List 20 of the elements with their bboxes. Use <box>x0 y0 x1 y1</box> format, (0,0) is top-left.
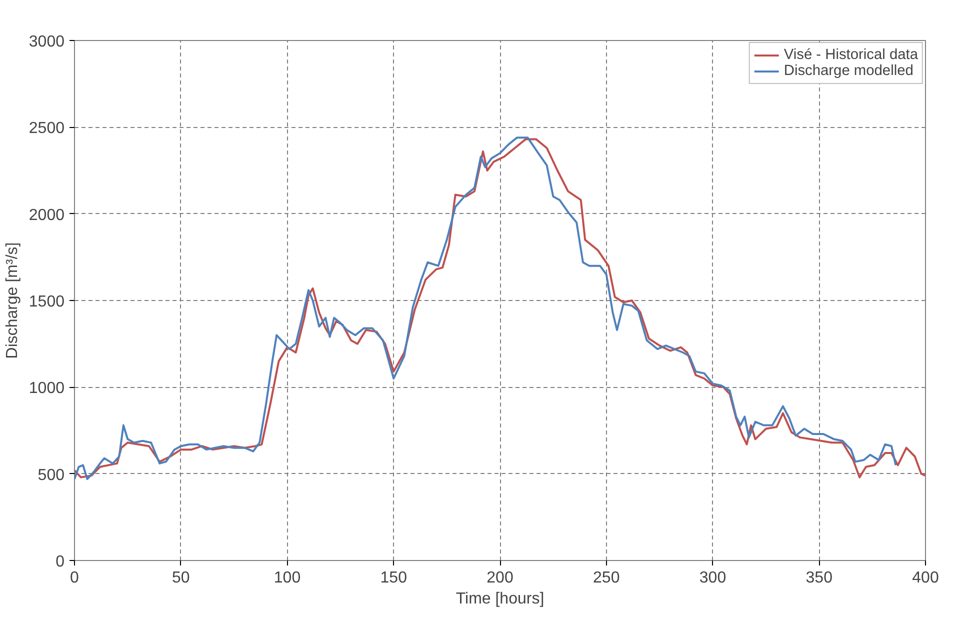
x-tick-label: 50 <box>172 570 190 586</box>
x-tick-label: 400 <box>912 570 939 586</box>
y-tick-label: 2000 <box>28 206 65 224</box>
x-tick-label: 250 <box>593 570 620 586</box>
y-tick-label: 1500 <box>28 294 65 310</box>
x-tick-label: 300 <box>699 570 726 586</box>
y-tick-label: 3000 <box>28 34 65 50</box>
legend-label: Visé - Historical data <box>784 47 918 63</box>
legend-label: Discharge modelled <box>784 63 914 79</box>
x-tick-label: 200 <box>486 570 514 586</box>
x-tick-label: 100 <box>274 570 301 586</box>
x-tick-label: 150 <box>380 570 408 586</box>
y-tick-label: 2500 <box>28 120 65 138</box>
x-tick-label: 350 <box>806 570 833 586</box>
y-tick-label: 500 <box>38 466 65 484</box>
x-axis-title: Time [hours] <box>456 590 544 608</box>
y-axis-title: Discharge [m³/s] <box>4 242 21 359</box>
y-tick-label: 1000 <box>28 380 65 398</box>
y-tick-label: 0 <box>56 554 65 570</box>
x-tick-label: 0 <box>70 570 80 586</box>
